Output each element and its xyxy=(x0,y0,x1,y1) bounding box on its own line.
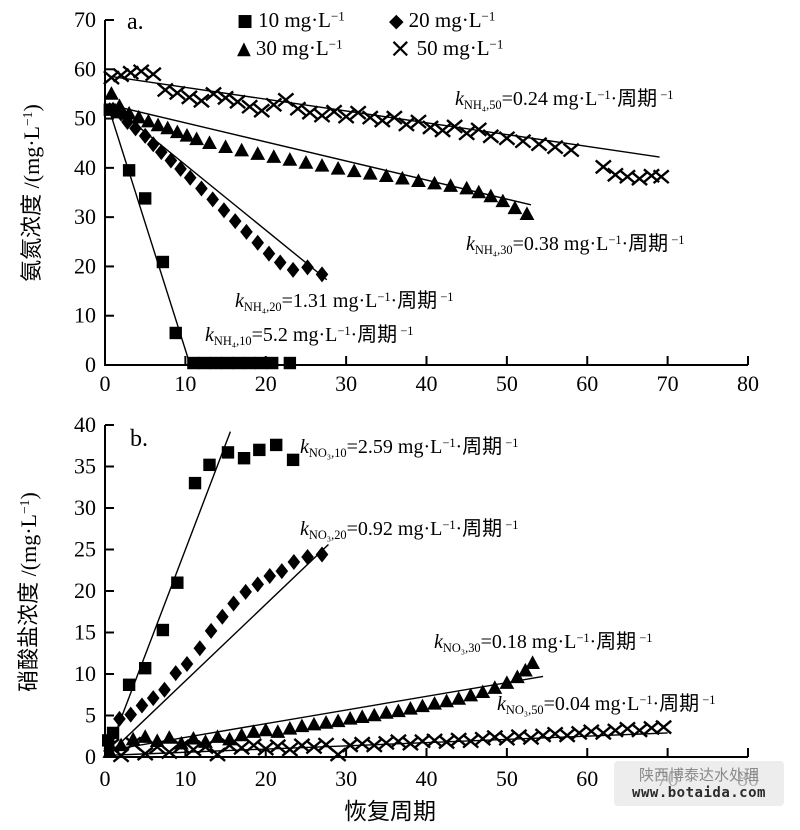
legend-item-square: ■ 10 mg·L−1 xyxy=(237,8,345,33)
panel-a-ytick-20: 20 xyxy=(74,253,96,278)
panel-a-label: a. xyxy=(127,9,144,35)
panel-b-xtick-40: 40 xyxy=(416,766,438,791)
square-marker-icon: ■ xyxy=(237,10,254,31)
panel-a-xtick-80: 80 xyxy=(737,371,759,396)
panel-b-series-diamond xyxy=(103,546,329,757)
panel-b-series-square xyxy=(102,438,300,747)
panel-b-ytick-20: 20 xyxy=(74,578,96,603)
panel-b-ytick-10: 10 xyxy=(74,661,96,686)
panel-a-ytick-60: 60 xyxy=(74,56,96,81)
x-marker-icon: × xyxy=(389,32,412,64)
panel-a-ytick-50: 50 xyxy=(74,106,96,131)
annotation-k-nh4-20: kNH₄,20=1.31 mg·L−1·周期 −1 xyxy=(235,289,454,314)
panel-b-label: b. xyxy=(130,426,148,452)
annotation-k-no3-10: kNO₃,10=2.59 mg·L−1·周期 −1 xyxy=(300,435,519,460)
panel-b-y-axis-title: 硝酸盐浓度 /(mg·L−1) xyxy=(16,492,41,692)
panel-a-xtick-20: 20 xyxy=(255,371,277,396)
x-axis-title: 恢复周期 xyxy=(344,799,436,824)
panel-b-series-x xyxy=(103,719,672,763)
panel-b-fitline-diamond xyxy=(107,544,329,756)
annotation-k-no3-50: kNO₃,50=0.04 mg·L−1·周期 −1 xyxy=(497,692,716,717)
panel-b-xtick-0: 0 xyxy=(100,766,111,791)
annotation-k-nh4-50: kNH₄,50=0.24 mg·L−1·周期 −1 xyxy=(455,87,674,112)
panel-b-fitline-square xyxy=(107,431,232,753)
panel-b-ytick-15: 15 xyxy=(74,620,96,645)
panel-b-series-triangle xyxy=(102,655,540,758)
diamond-marker-icon: ◆ xyxy=(389,9,404,32)
panel-b-xtick-50: 50 xyxy=(496,766,518,791)
legend-label: 30 mg·L−1 xyxy=(255,36,343,60)
panel-b-ytick-0: 0 xyxy=(85,744,96,769)
panel-b-ticks: 010203040506070800510152025303540 xyxy=(74,412,759,791)
panel-a-xtick-30: 30 xyxy=(335,371,357,396)
watermark-company-text: 陕西博泰达水处理 xyxy=(638,766,759,784)
panel-b-ytick-5: 5 xyxy=(85,703,96,728)
panel-a-fitline-square xyxy=(106,103,191,366)
panel-a-ytick-70: 70 xyxy=(74,7,96,32)
panel-a-ytick-10: 10 xyxy=(74,303,96,328)
watermark-url-text: www.botaida.com xyxy=(632,785,766,801)
legend-item-x: × 50 mg·L−1 xyxy=(389,32,504,64)
panel-a-xtick-50: 50 xyxy=(496,371,518,396)
panel-a-fitline-triangle xyxy=(104,103,532,206)
panel-b-xtick-10: 10 xyxy=(174,766,196,791)
panel-a-xtick-10: 10 xyxy=(174,371,196,396)
panel-a-ytick-40: 40 xyxy=(74,155,96,180)
watermark-badge: 陕西博泰达水处理 www.botaida.com xyxy=(614,761,784,806)
legend-label: 50 mg·L−1 xyxy=(416,36,504,60)
panel-a-xtick-60: 60 xyxy=(576,371,598,396)
panel-a-fitline-x xyxy=(108,75,660,158)
panel-b-ytick-35: 35 xyxy=(74,454,96,479)
panel-a-series-x xyxy=(103,63,670,187)
panel-b-xtick-20: 20 xyxy=(255,766,277,791)
panel-b-ytick-40: 40 xyxy=(74,412,96,437)
panel-a-xtick-70: 70 xyxy=(657,371,679,396)
panel-a-ytick-30: 30 xyxy=(74,204,96,229)
panel-a-ticks: 0 10 20 30 40 50 60 70 80 0 10 20 30 40 50 60 70 xyxy=(74,7,759,396)
annotation-k-no3-20: kNO₃,20=0.92 mg·L−1·周期 −1 xyxy=(300,517,519,542)
panel-a-xtick-0: 0 xyxy=(100,371,111,396)
panel-b-xtick-60: 60 xyxy=(576,766,598,791)
panel-b-ytick-30: 30 xyxy=(74,495,96,520)
annotation-k-nh4-30: kNH₄,30=0.38 mg·L−1·周期 −1 xyxy=(466,232,685,257)
legend-label: 10 mg·L−1 xyxy=(258,8,345,32)
panel-b-xtick-30: 30 xyxy=(335,766,357,791)
legend-item-diamond: ◆ 20 mg·L−1 xyxy=(389,8,495,33)
legend-label: 20 mg·L−1 xyxy=(408,8,496,32)
panel-a-ytick-0: 0 xyxy=(85,352,96,377)
annotation-k-nh4-10: kNH₄,10=5.2 mg·L−1·周期 −1 xyxy=(205,323,414,348)
triangle-marker-icon: ▲ xyxy=(237,37,251,59)
legend-item-triangle: ▲ 30 mg·L−1 xyxy=(237,36,343,61)
panel-a-series-triangle xyxy=(104,86,535,220)
panel-a-fitline-diamond xyxy=(108,102,328,281)
panel-a-xtick-40: 40 xyxy=(416,371,438,396)
panel-a-series-diamond xyxy=(106,101,329,283)
annotation-k-no3-30: kNO₃,30=0.18 mg·L−1·周期 −1 xyxy=(434,630,653,655)
panel-b-ytick-25: 25 xyxy=(74,537,96,562)
panel-a-y-axis-title: 氨氮浓度 /(mg·L−1) xyxy=(19,104,44,282)
